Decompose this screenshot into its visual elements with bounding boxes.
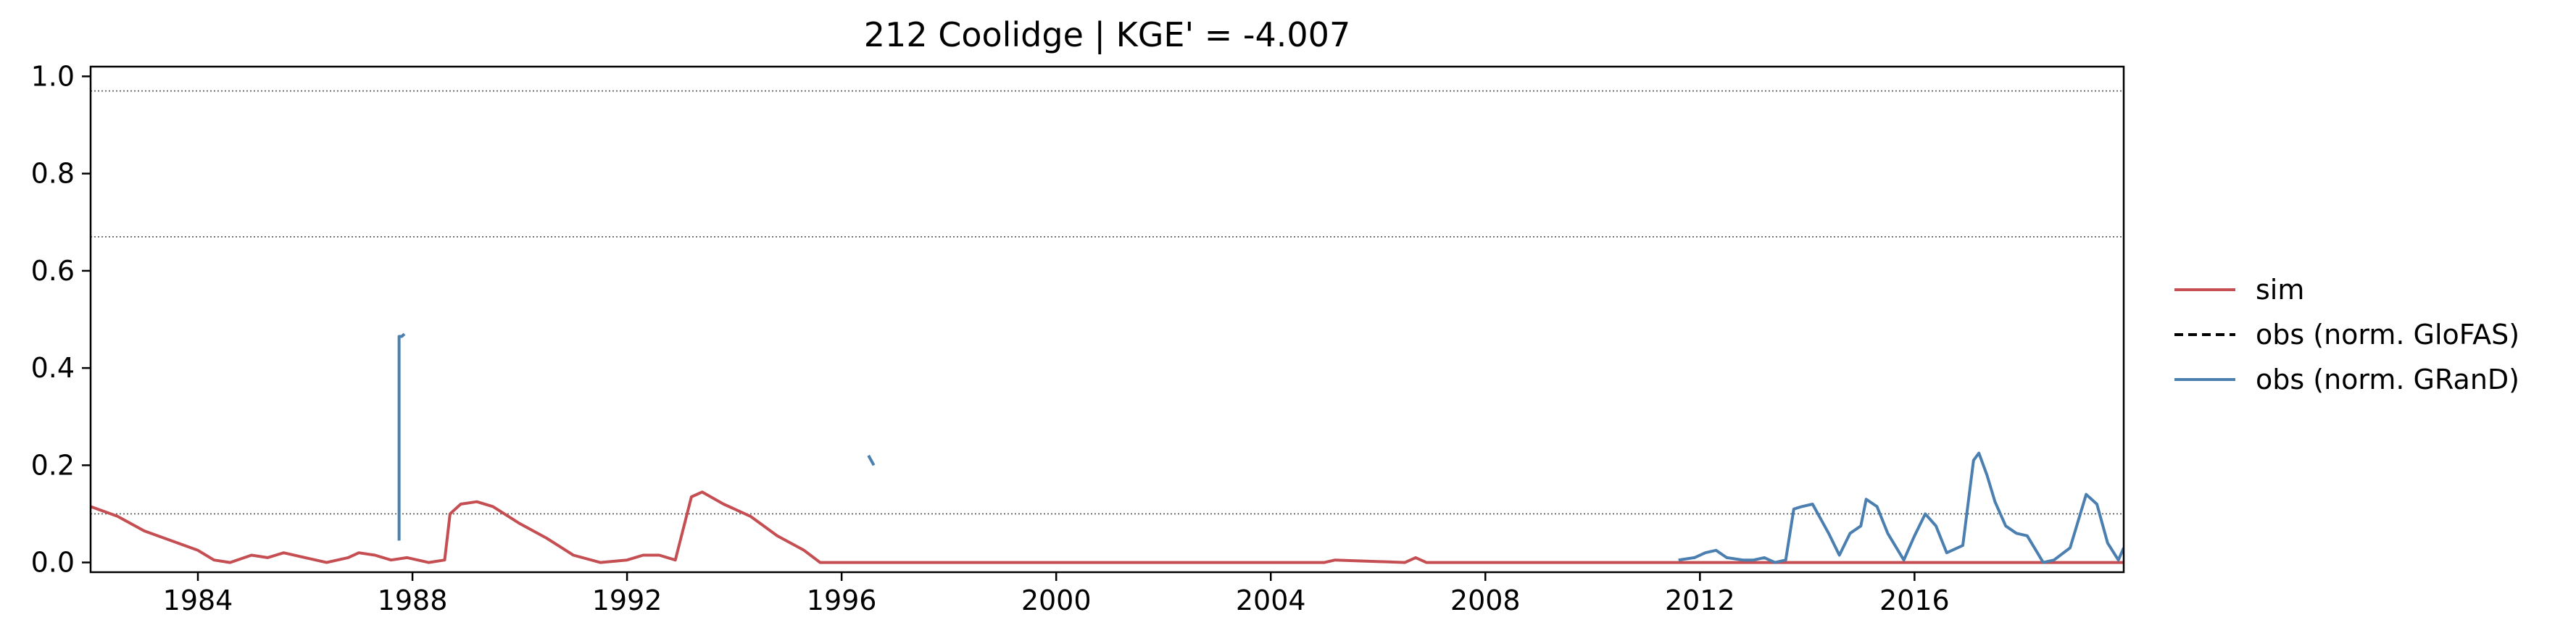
legend-label: obs (norm. GloFAS) <box>2256 319 2519 351</box>
y-tick-label: 0.0 <box>31 547 75 579</box>
y-tick-label: 0.4 <box>31 352 75 384</box>
plot-frame <box>89 65 2125 574</box>
x-tick-label: 1984 <box>163 585 233 616</box>
x-tick-label: 1996 <box>807 585 877 616</box>
x-tick-label: 1988 <box>378 585 448 616</box>
y-axis: 0.0 0.2 0.4 0.6 0.8 1.0 <box>31 60 91 579</box>
series-line-2 <box>1678 451 2124 564</box>
legend-label: sim <box>2256 274 2304 306</box>
x-tick-label: 2016 <box>1879 585 1950 616</box>
series-line-0 <box>91 490 2124 564</box>
x-axis: 1984 1988 1992 1996 2000 2004 2008 2012 2016 <box>163 572 1950 616</box>
reference-lines <box>91 90 2124 515</box>
x-tick-label: 1992 <box>592 585 662 616</box>
y-tick-label: 1.0 <box>31 60 75 92</box>
x-tick-label: 2008 <box>1450 585 1521 616</box>
chart-title: 212 Coolidge | KGE' = -4.007 <box>864 15 1350 55</box>
series-line-2 <box>867 454 876 466</box>
y-tick-label: 0.2 <box>31 449 75 481</box>
y-tick-label: 0.8 <box>31 158 75 190</box>
y-tick-label: 0.6 <box>31 255 75 287</box>
x-tick-label: 2012 <box>1665 585 1735 616</box>
x-tick-label: 2000 <box>1021 585 1092 616</box>
legend: sim obs (norm. GloFAS) obs (norm. GRanD) <box>2174 274 2519 395</box>
series-line-2 <box>397 332 406 541</box>
legend-label: obs (norm. GRanD) <box>2256 364 2519 395</box>
series-layer <box>91 332 2124 564</box>
x-tick-label: 2004 <box>1236 585 1306 616</box>
